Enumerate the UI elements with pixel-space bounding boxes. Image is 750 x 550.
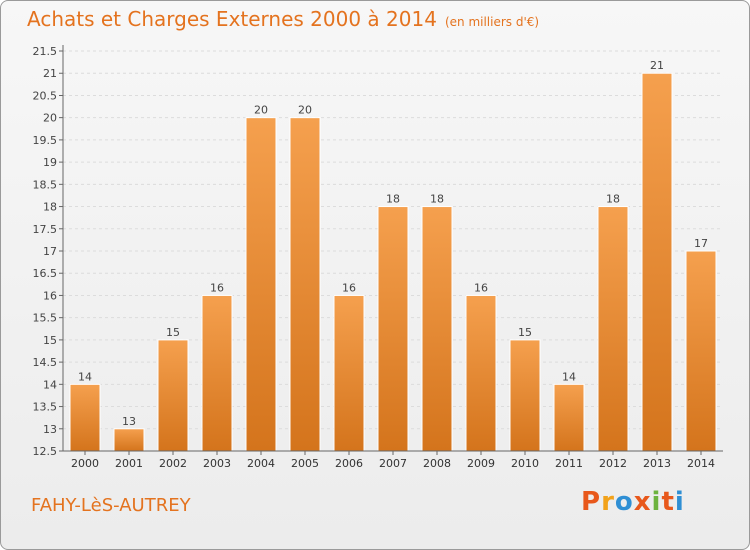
y-tick-label: 16 [43, 289, 57, 302]
y-tick-label: 20.5 [33, 89, 58, 102]
bar-value-label: 18 [386, 193, 400, 206]
bar-2014[interactable] [685, 250, 717, 452]
y-tick-label: 21 [43, 67, 57, 80]
logo-letter: t [661, 487, 675, 517]
bar-2001[interactable] [113, 428, 145, 452]
bar-2009[interactable] [465, 294, 497, 452]
y-tick-label: 19 [43, 156, 57, 169]
bar-value-label: 15 [166, 326, 180, 339]
y-tick-label: 17 [43, 245, 57, 258]
bar-2005[interactable] [289, 117, 321, 452]
x-axis: 2000 2001 2002 2003 2004 2005 2006 2007 2008 2009… [63, 450, 723, 470]
bar-2003[interactable] [201, 294, 233, 452]
logo-letter: x [633, 487, 652, 517]
bar-value-label: 18 [606, 193, 620, 206]
logo-letter: o [614, 487, 634, 517]
bar-value-label: 16 [210, 281, 224, 294]
y-tick-label: 19.5 [33, 134, 58, 147]
logo-letter: i [674, 487, 685, 517]
bar-value-label: 14 [562, 370, 576, 383]
x-tick-label: 2004 [247, 457, 275, 470]
y-tick-label: 15.5 [33, 312, 58, 325]
bar-value-label: 13 [122, 415, 136, 428]
proxiti-logo[interactable]: Proxiti [581, 487, 685, 517]
x-tick-label: 2012 [599, 457, 627, 470]
logo-letter: i [651, 487, 662, 517]
x-tick-label: 2002 [159, 457, 187, 470]
title-text: Achats et Charges Externes 2000 à 2014 [27, 7, 437, 31]
bar-value-label: 20 [298, 104, 312, 117]
x-tick-label: 2014 [687, 457, 715, 470]
bar-value-label: 21 [650, 59, 664, 72]
bar-2012[interactable] [597, 206, 629, 452]
y-tick-label: 14.5 [33, 356, 58, 369]
x-tick-label: 2008 [423, 457, 451, 470]
bar-2013[interactable] [641, 72, 673, 452]
y-tick-label: 15 [43, 334, 57, 347]
x-tick-label: 2000 [71, 457, 99, 470]
bar-value-label: 16 [342, 281, 356, 294]
x-tick-label: 2003 [203, 457, 231, 470]
bar-2010[interactable] [509, 339, 541, 452]
x-tick-label: 2005 [291, 457, 319, 470]
bar-2002[interactable] [157, 339, 189, 452]
bar-2006[interactable] [333, 294, 365, 452]
x-tick-label: 2011 [555, 457, 583, 470]
bar-2008[interactable] [421, 206, 453, 452]
y-tick-label: 12.5 [33, 445, 58, 458]
x-tick-label: 2009 [467, 457, 495, 470]
x-tick-label: 2001 [115, 457, 143, 470]
location-name: FAHY-LèS-AUTREY [31, 495, 191, 516]
x-tick-label: 2013 [643, 457, 671, 470]
y-tick-label: 21.5 [33, 45, 58, 58]
logo-letter: r [601, 487, 615, 517]
y-tick-label: 18.5 [33, 178, 58, 191]
bar-2000[interactable] [69, 383, 101, 452]
chart-title: Achats et Charges Externes 2000 à 2014 (e… [27, 7, 539, 31]
x-tick-label: 2010 [511, 457, 539, 470]
bar-2011[interactable] [553, 383, 585, 452]
bar-2004[interactable] [245, 117, 277, 452]
bar-value-label: 20 [254, 104, 268, 117]
y-tick-label: 13 [43, 423, 57, 436]
y-tick-label: 17.5 [33, 223, 58, 236]
bar-value-label: 14 [78, 370, 92, 383]
bar-2007[interactable] [377, 206, 409, 452]
bar-value-label: 18 [430, 193, 444, 206]
bar-value-label: 16 [474, 281, 488, 294]
chart-subtitle: (en milliers d'€) [444, 15, 540, 29]
bar-value-label: 15 [518, 326, 532, 339]
y-tick-label: 14 [43, 378, 57, 391]
logo-letter: P [581, 487, 602, 517]
y-tick-label: 20 [43, 112, 57, 125]
x-tick-label: 2007 [379, 457, 407, 470]
y-tick-label: 13.5 [33, 401, 58, 414]
y-tick-label: 16.5 [33, 267, 58, 280]
y-axis: 12.5 13 13.5 14 14.5 15 15.5 16 16.5 17 17.5 18 18.5… [33, 45, 64, 458]
bar-value-label: 17 [694, 237, 708, 250]
bars: 14 13 15 16 20 20 16 18 18 16 15 14 18 21 17 [69, 59, 717, 452]
x-tick-label: 2006 [335, 457, 363, 470]
y-tick-label: 18 [43, 201, 57, 214]
